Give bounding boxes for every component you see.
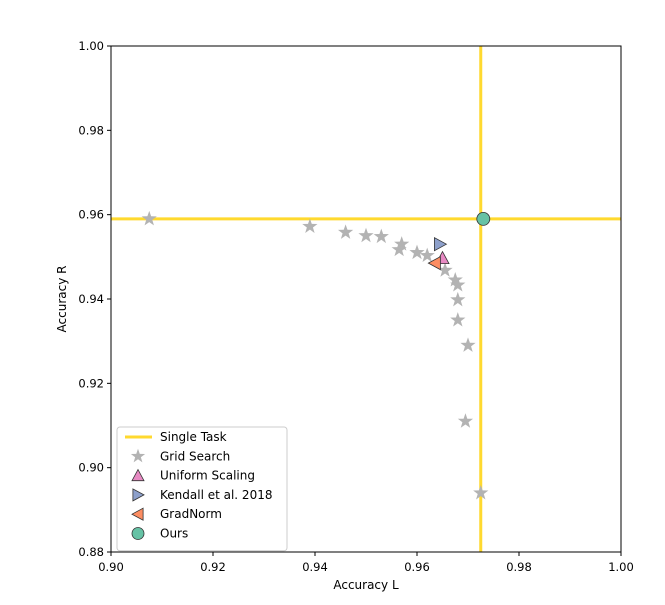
x-tick-label: 0.90 [98, 560, 124, 574]
x-axis-title: Accuracy L [333, 578, 399, 592]
legend-swatch-kendall-et-al-2018 [132, 488, 145, 502]
legend-label-uniform-scaling: Uniform Scaling [160, 469, 255, 483]
grid-search-point [450, 277, 466, 292]
y-tick-label: 1.00 [78, 39, 104, 53]
legend-swatch-gradnorm [131, 507, 144, 521]
single-task-lines [111, 46, 621, 552]
grid-search-point [419, 247, 435, 263]
legend-swatch-grid-search [130, 448, 146, 463]
legend-label-kendall-et-al-2018: Kendall et al. 2018 [160, 488, 272, 502]
y-tick-label: 0.90 [78, 461, 104, 475]
grid-search-point [437, 262, 453, 277]
y-tick-label: 0.94 [78, 292, 104, 306]
grid-search-point [447, 272, 463, 287]
x-tick-label: 0.94 [302, 560, 328, 574]
x-tick-label: 1.00 [608, 560, 634, 574]
grid-search-point [457, 413, 474, 428]
legend-label-grid-search: Grid Search [160, 449, 230, 463]
data-points [141, 210, 491, 500]
grid-search-point [473, 484, 489, 500]
grid-search-point [302, 218, 318, 233]
grid-search-point [409, 244, 425, 260]
legend: Single Task Grid Search Uniform Scaling Ken… [116, 426, 288, 552]
axis-ticks: 0.90 0.92 0.94 0.96 0.98 1.000.880.900.920.94… [78, 39, 633, 574]
y-tick-label: 0.88 [78, 545, 104, 559]
y-tick-label: 0.98 [78, 123, 104, 137]
x-tick-label: 0.98 [506, 560, 532, 574]
legend-label-gradnorm: GradNorm [160, 507, 222, 521]
grid-search-point [373, 228, 389, 244]
grid-search-point [337, 224, 354, 239]
y-tick-label: 0.92 [78, 376, 104, 390]
grid-search-point [460, 337, 476, 352]
y-axis-title: Accuracy R [55, 266, 69, 333]
legend-label-ours: Ours [160, 527, 188, 541]
grid-search-point [141, 210, 157, 226]
x-tick-label: 0.96 [404, 560, 430, 574]
grid-search-point [450, 312, 466, 327]
kendall-et-al-2018-point [434, 237, 448, 252]
legend-box [116, 426, 288, 552]
grid-search-point [450, 291, 466, 307]
grid-search-point [358, 227, 374, 243]
gradnorm-point [427, 255, 441, 271]
legend-swatch-uniform-scaling [131, 468, 145, 482]
ours-point [476, 211, 491, 226]
legend-label-single-task: Single Task [160, 430, 227, 444]
x-tick-label: 0.92 [200, 560, 226, 574]
y-tick-label: 0.96 [78, 208, 104, 222]
legend-swatch-ours [131, 527, 145, 540]
grid-search-point [394, 236, 410, 251]
